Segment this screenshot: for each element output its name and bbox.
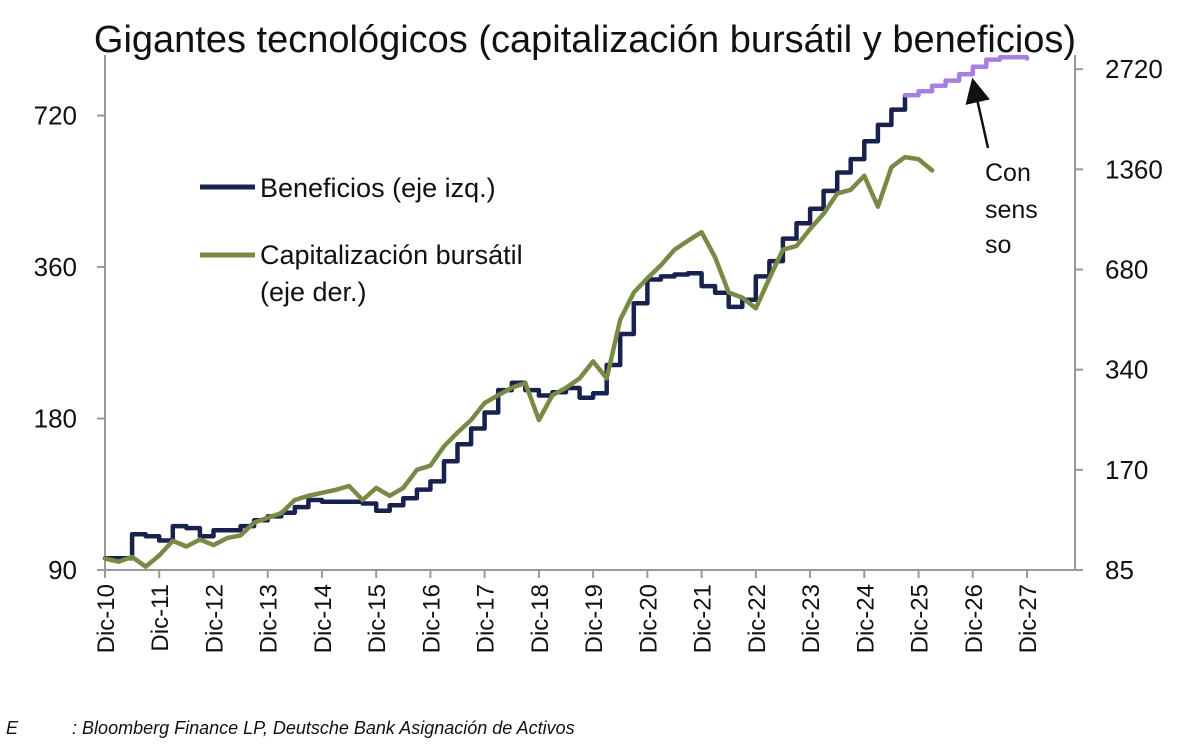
x-tick-label: Dic-26 bbox=[961, 584, 988, 653]
x-tick-label: Dic-24 bbox=[852, 584, 879, 653]
legend-label-market-cap-line2: (eje der.) bbox=[260, 277, 367, 307]
x-tick-label: Dic-27 bbox=[1015, 584, 1042, 653]
series-line-0 bbox=[102, 93, 908, 561]
chart-title: Gigantes tecnológicos (capitalización bu… bbox=[94, 19, 1076, 61]
x-tick-label: Dic-17 bbox=[473, 584, 500, 653]
axes bbox=[104, 55, 1076, 571]
left-tick-label: 360 bbox=[34, 252, 77, 282]
right-tick-label: 2720 bbox=[1105, 54, 1163, 84]
x-tick-label: Dic-10 bbox=[93, 584, 120, 653]
right-tick-label: 85 bbox=[1105, 555, 1134, 585]
right-tick-label: 340 bbox=[1105, 355, 1148, 385]
x-tick-label: Dic-12 bbox=[201, 584, 228, 653]
source-text: : Bloomberg Finance LP, Deutsche Bank As… bbox=[72, 718, 575, 738]
legend-label-earnings: Beneficios (eje izq.) bbox=[260, 173, 496, 203]
annotation-line-2: sens bbox=[985, 196, 1038, 224]
legend-label-market-cap-line1: Capitalización bursátil bbox=[260, 240, 523, 270]
x-tick-label: Dic-25 bbox=[907, 584, 934, 653]
x-axis-ticks: Dic-10 Dic-11 Dic-12 Dic-13 Dic-14 Dic-15 Dic-… bbox=[93, 570, 1042, 653]
right-tick-label: 1360 bbox=[1105, 154, 1163, 184]
x-tick-label: Dic-15 bbox=[364, 584, 391, 653]
series-group bbox=[102, 55, 1030, 569]
left-tick-label: 720 bbox=[34, 101, 77, 131]
x-tick-label: Dic-20 bbox=[635, 584, 662, 653]
right-axis-ticks: 85 170 340 680 1360 2720 bbox=[1075, 54, 1163, 585]
left-tick-label: 180 bbox=[34, 404, 77, 434]
source-prefix: E bbox=[6, 718, 19, 738]
x-tick-label: Dic-13 bbox=[256, 584, 283, 653]
x-tick-label: Dic-16 bbox=[418, 584, 445, 653]
left-tick-label: 90 bbox=[48, 555, 77, 585]
series-line-2 bbox=[102, 154, 935, 569]
x-tick-label: Dic-11 bbox=[147, 584, 174, 652]
x-tick-label: Dic-18 bbox=[527, 584, 554, 653]
annotation-line-3: so bbox=[985, 231, 1011, 259]
right-tick-label: 680 bbox=[1105, 254, 1148, 284]
x-tick-label: Dic-22 bbox=[744, 584, 771, 653]
legend: Beneficios (eje izq.) Capitalización bur… bbox=[200, 173, 523, 307]
consensus-annotation: Con sens so bbox=[965, 77, 1038, 259]
x-tick-label: Dic-14 bbox=[310, 584, 337, 653]
annotation-line-1: Con bbox=[985, 159, 1031, 187]
source-note: E : Bloomberg Finance LP, Deutsche Bank … bbox=[6, 718, 575, 739]
annotation-arrow bbox=[965, 77, 990, 149]
right-tick-label: 170 bbox=[1105, 455, 1148, 485]
series-line-1 bbox=[902, 55, 1030, 98]
chart: Gigantes tecnológicos (capitalización bu… bbox=[34, 19, 1163, 653]
x-tick-label: Dic-19 bbox=[581, 584, 608, 653]
x-tick-label: Dic-23 bbox=[798, 584, 825, 653]
x-tick-label: Dic-21 bbox=[690, 584, 717, 653]
left-axis-ticks: 90 180 360 720 bbox=[34, 101, 105, 585]
